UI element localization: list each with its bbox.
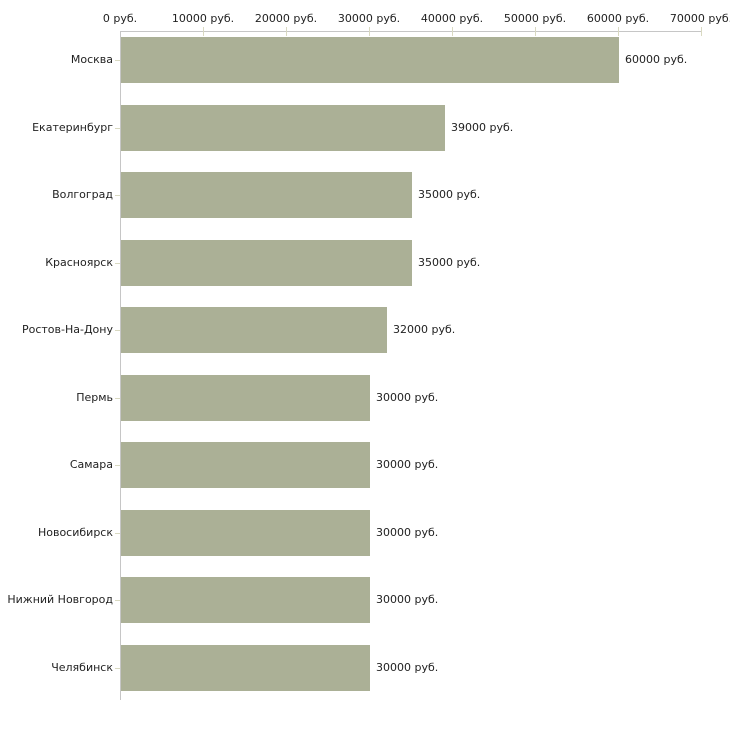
- x-axis-tick-label: 40000 руб.: [420, 12, 484, 25]
- y-axis-tick-mark: [115, 532, 120, 534]
- value-label: 30000 руб.: [376, 660, 439, 674]
- x-axis-tick-mark: [617, 27, 619, 36]
- x-axis-tick-label: 0 руб.: [102, 12, 138, 25]
- x-axis-tick-mark: [451, 27, 453, 36]
- category-label: Москва: [70, 53, 113, 66]
- category-label: Красноярск: [45, 255, 113, 269]
- x-axis-tick-label: 30000 руб.: [337, 12, 401, 25]
- x-axis-tick-label: 10000 руб.: [171, 12, 235, 25]
- category-label: Пермь: [76, 390, 113, 404]
- value-label: 32000 руб.: [393, 323, 456, 336]
- x-axis-tick-mark: [368, 27, 370, 36]
- value-label: 39000 руб.: [451, 120, 514, 134]
- y-axis-tick-mark: [115, 330, 120, 331]
- value-label: 60000 руб.: [625, 53, 688, 66]
- y-axis-tick-mark: [115, 60, 120, 61]
- x-axis-tick-label: 70000 руб.: [669, 12, 730, 25]
- x-axis-tick-mark: [534, 27, 536, 36]
- y-axis-tick-mark: [115, 600, 120, 601]
- y-axis-tick-mark: [115, 127, 120, 129]
- x-axis-line: [120, 31, 702, 32]
- bar-ростов-на-дону: [121, 307, 387, 353]
- y-axis-tick-mark: [115, 195, 120, 196]
- y-axis-tick-mark: [115, 397, 120, 399]
- x-axis-tick-label: 60000 руб.: [586, 12, 650, 25]
- value-label: 35000 руб.: [418, 255, 481, 269]
- bar-пермь: [121, 374, 370, 421]
- category-label: Нижний Новгород: [7, 593, 113, 606]
- category-label: Ростов-На-Дону: [21, 323, 113, 336]
- bar-самара: [121, 442, 370, 488]
- x-axis-tick-mark: [700, 27, 702, 36]
- bar-екатеринбург: [121, 104, 445, 151]
- x-axis-tick-mark: [285, 27, 287, 36]
- bar-москва: [121, 37, 619, 83]
- bar-волгоград: [121, 172, 412, 218]
- value-label: 35000 руб.: [418, 188, 481, 201]
- value-label: 30000 руб.: [376, 593, 439, 606]
- category-label: Самара: [69, 458, 113, 471]
- y-axis-line: [120, 31, 121, 700]
- category-label: Новосибирск: [37, 525, 113, 539]
- category-label: Екатеринбург: [32, 120, 113, 134]
- x-axis-tick-label: 50000 руб.: [503, 12, 567, 25]
- y-axis-tick-mark: [115, 667, 120, 669]
- value-label: 30000 руб.: [376, 458, 439, 471]
- x-axis-tick-mark: [202, 27, 204, 36]
- category-label: Челябинск: [51, 660, 113, 674]
- bar-новосибирск: [121, 509, 370, 556]
- category-label: Волгоград: [52, 188, 113, 201]
- x-axis-tick-label: 20000 руб.: [254, 12, 318, 25]
- bar-челябинск: [121, 644, 370, 691]
- y-axis-tick-mark: [115, 465, 120, 466]
- bar-нижний-новгород: [121, 577, 370, 623]
- value-label: 30000 руб.: [376, 525, 439, 539]
- y-axis-tick-mark: [115, 262, 120, 264]
- value-label: 30000 руб.: [376, 390, 439, 404]
- bar-красноярск: [121, 239, 412, 286]
